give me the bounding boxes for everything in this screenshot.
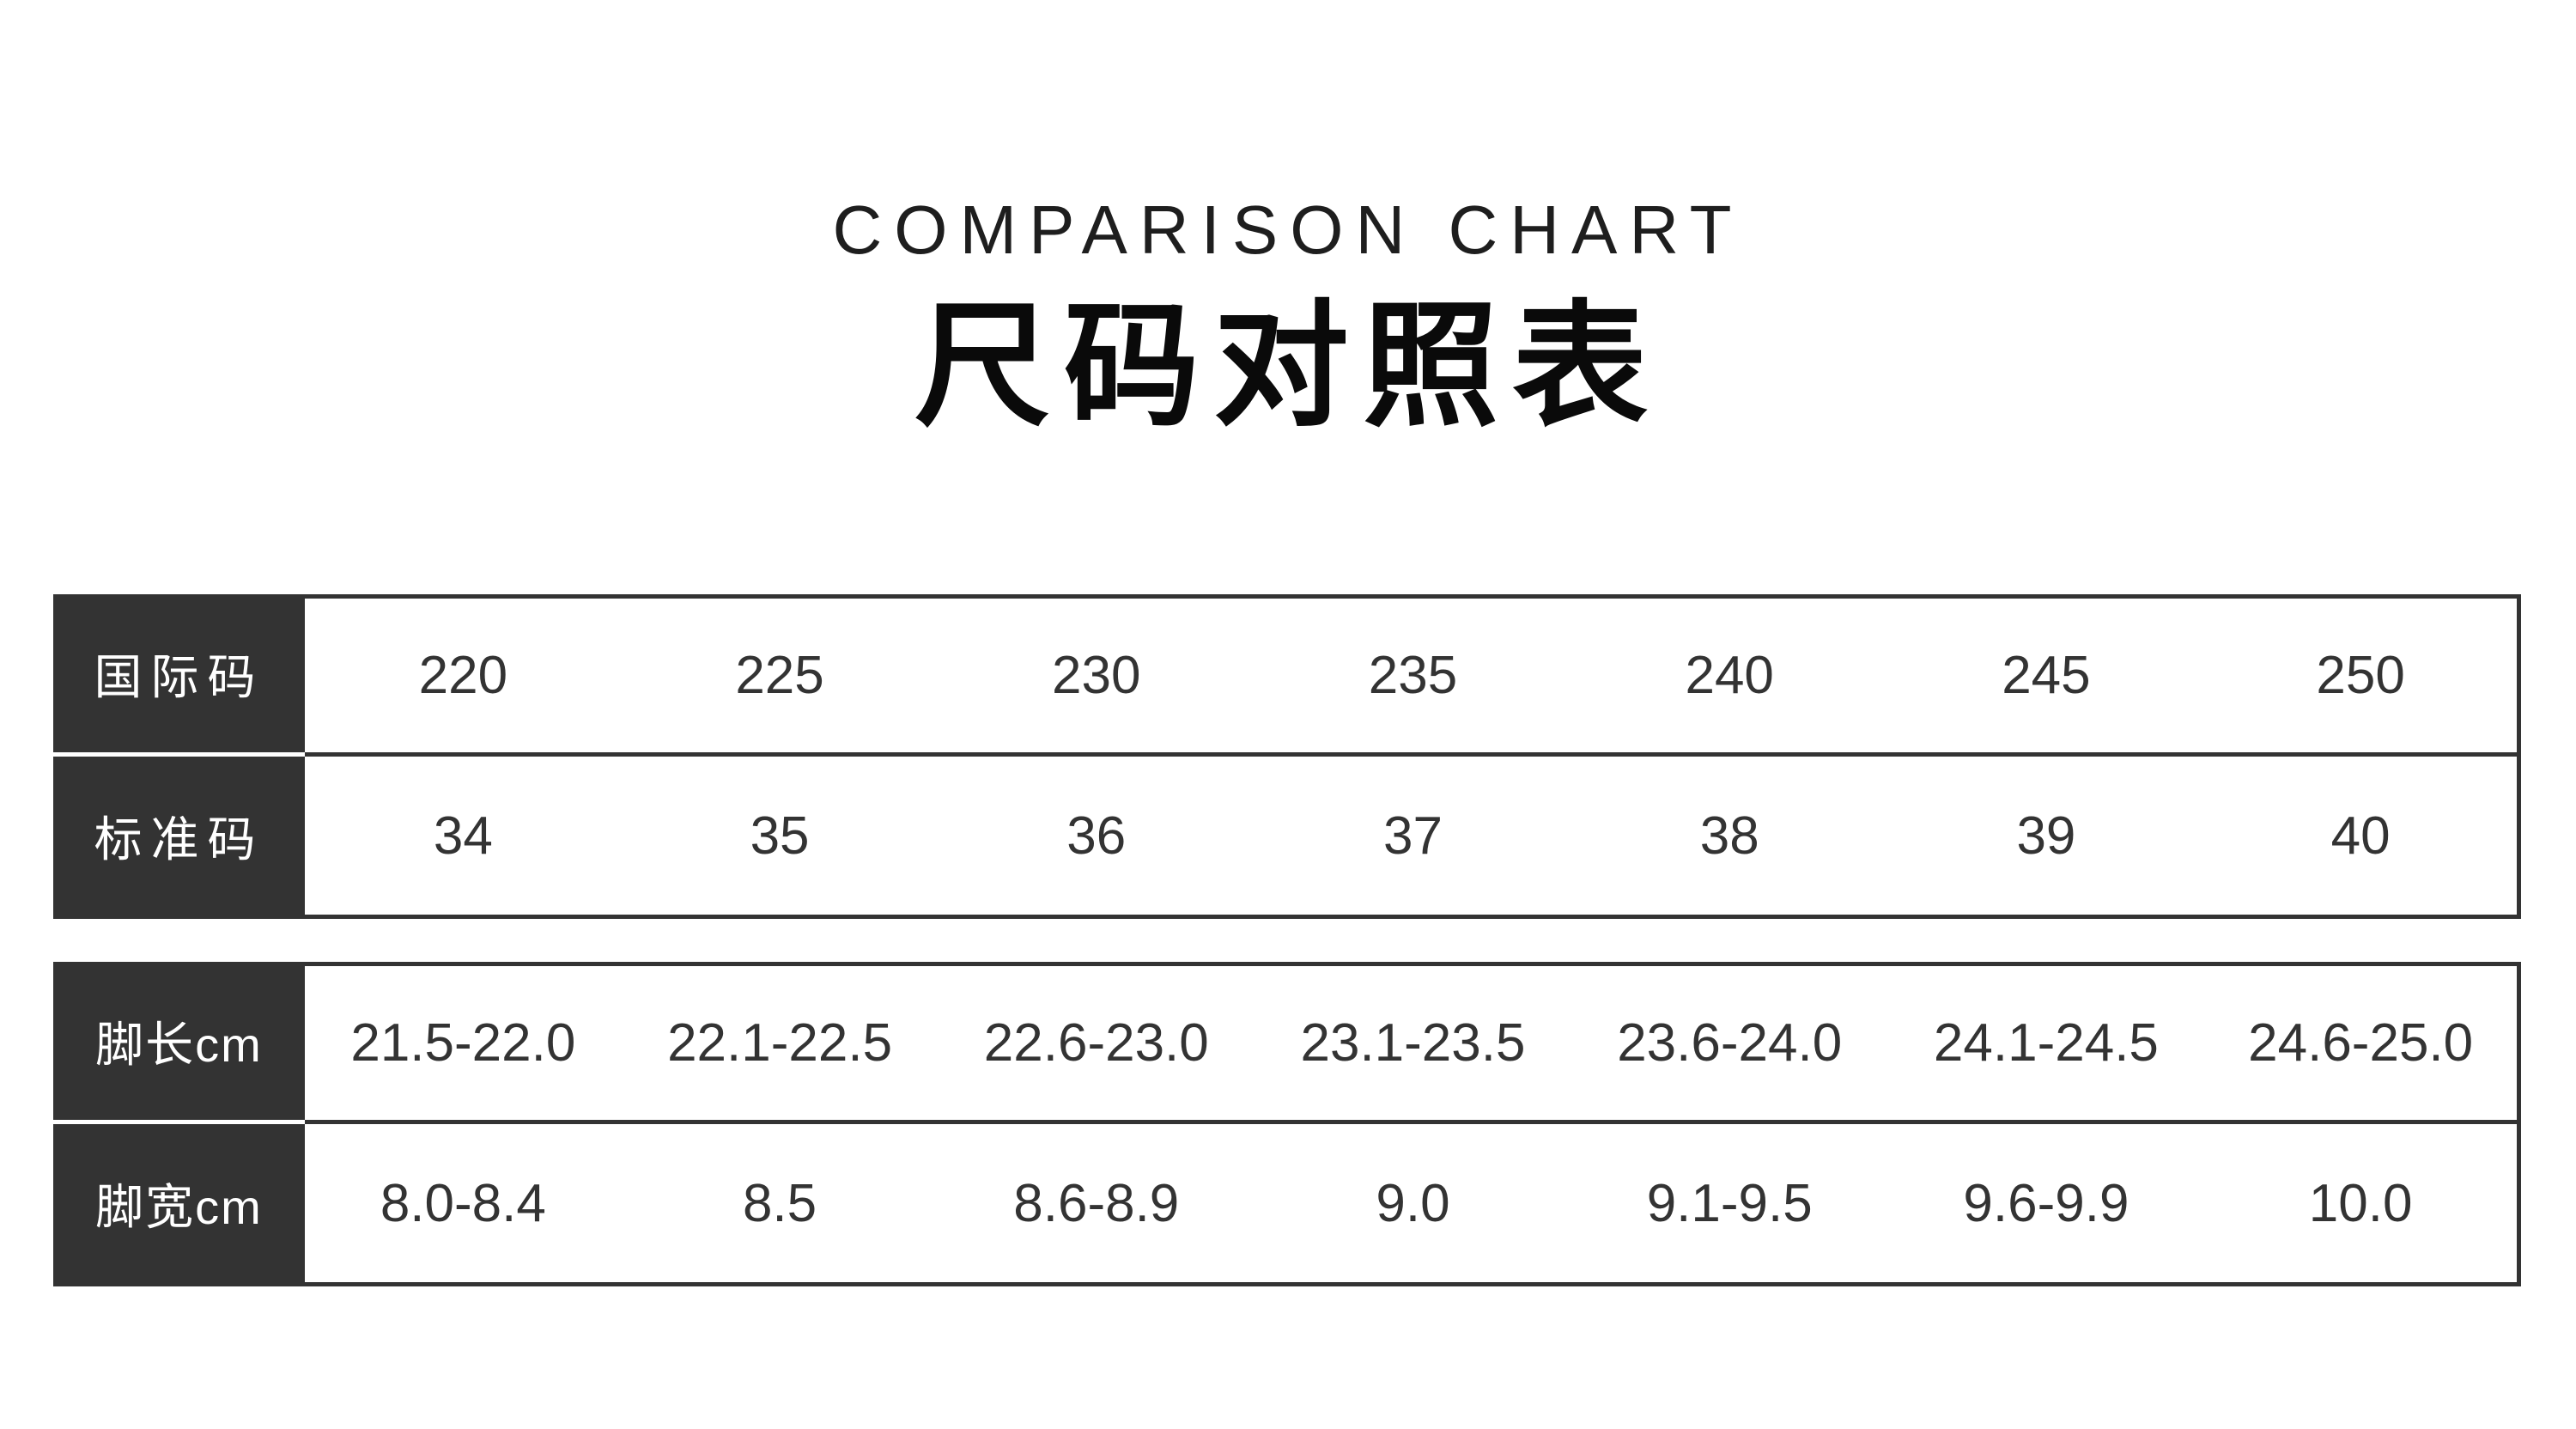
size-code-table: 国际码 220 225 230 235 240 245 250 标准码 34 3… (53, 594, 2521, 919)
table-cell: 9.6-9.9 (1887, 1124, 2205, 1286)
page-subtitle-english: COMPARISON CHART (832, 192, 1744, 268)
table-cell: 38 (1571, 757, 1888, 919)
table-cell: 23.1-23.5 (1255, 962, 1571, 1124)
row-label-international-code: 国际码 (53, 594, 305, 757)
table-cell: 22.6-23.0 (938, 962, 1255, 1124)
foot-measurement-table: 脚长cm 21.5-22.0 22.1-22.5 22.6-23.0 23.1-… (53, 962, 2521, 1286)
table-cell: 35 (621, 757, 939, 919)
table-cell: 39 (1887, 757, 2205, 919)
page-title-chinese: 尺码对照表 (914, 291, 1662, 442)
table-cell: 36 (938, 757, 1255, 919)
table-cell: 8.6-8.9 (938, 1124, 1255, 1286)
row-label-foot-width: 脚宽cm (53, 1124, 305, 1286)
table-cell: 220 (305, 594, 622, 757)
table-cell: 21.5-22.0 (305, 962, 622, 1124)
table-cell: 34 (305, 757, 622, 919)
row-label-standard-code: 标准码 (53, 757, 305, 919)
table-cell: 8.0-8.4 (305, 1124, 622, 1286)
table-cell: 225 (621, 594, 939, 757)
table-cell: 40 (2204, 757, 2521, 919)
table-cell: 10.0 (2204, 1124, 2521, 1286)
table-cell: 9.1-9.5 (1571, 1124, 1888, 1286)
table-cell: 24.1-24.5 (1887, 962, 2205, 1124)
table-cell: 235 (1255, 594, 1571, 757)
table-cell: 23.6-24.0 (1571, 962, 1888, 1124)
table-cell: 230 (938, 594, 1255, 757)
table-cell: 245 (1887, 594, 2205, 757)
table-cell: 240 (1571, 594, 1888, 757)
table-cell: 250 (2204, 594, 2521, 757)
row-label-foot-length: 脚长cm (53, 962, 305, 1124)
table-cell: 9.0 (1255, 1124, 1571, 1286)
table-cell: 37 (1255, 757, 1571, 919)
table-cell: 22.1-22.5 (621, 962, 939, 1124)
table-cell: 8.5 (621, 1124, 939, 1286)
table-cell: 24.6-25.0 (2204, 962, 2521, 1124)
